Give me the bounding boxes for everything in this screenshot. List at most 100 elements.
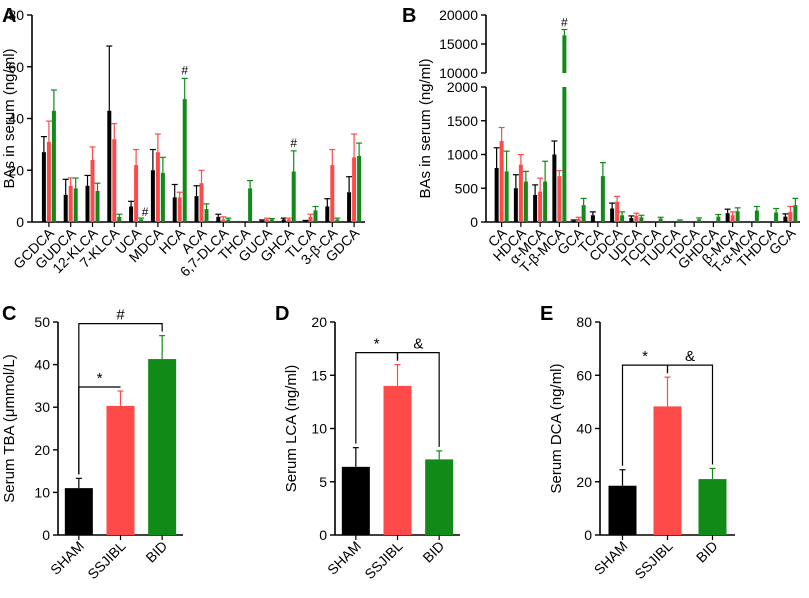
x-tick-label: BID <box>142 538 170 566</box>
comparison-label: # <box>116 307 125 324</box>
bar-sham <box>325 206 330 222</box>
y-tick-label: 0 <box>42 527 50 543</box>
y-tick-label: 0 <box>319 527 327 543</box>
panel-a-letter: A <box>2 5 16 27</box>
bar-bid <box>716 216 721 222</box>
significance-mark: # <box>142 205 149 219</box>
bar-bid <box>204 209 209 222</box>
y-tick-label: 50 <box>34 314 50 330</box>
bar-bid <box>335 219 340 222</box>
comparison-label: * <box>374 336 380 353</box>
x-tick-label: SHAM <box>591 538 631 578</box>
y-axis-label: Serum LCA (ng/ml) <box>283 365 300 493</box>
bar-ssjibl <box>308 216 313 222</box>
bar-bid <box>313 210 318 222</box>
bar-bid <box>248 188 253 222</box>
bar-sham <box>610 208 615 222</box>
bar-ssjibl <box>106 405 135 535</box>
bar-sham <box>783 216 788 222</box>
y-tick-label: 15000 <box>439 36 478 52</box>
bar-bid <box>562 87 567 222</box>
bar-bid <box>291 171 296 222</box>
bar-bid <box>697 219 702 222</box>
panel-a: A BAs in serum (ng/ml)020406080GCDCAGUDC… <box>1 5 365 280</box>
x-tick-label: SSJIBL <box>631 538 675 582</box>
bar-ssjibl <box>112 139 117 222</box>
bar-sham <box>533 195 538 222</box>
y-tick-label: 20 <box>311 314 327 330</box>
y-tick-label: 15 <box>311 367 327 383</box>
bar-bid <box>425 459 454 535</box>
y-tick-label: 10000 <box>439 65 478 81</box>
y-axis-label: BAs in serum (ng/ml) <box>1 48 18 188</box>
y-tick-label: 30 <box>34 399 50 415</box>
comparison-bracket <box>78 323 163 475</box>
bar-sham <box>85 185 90 222</box>
bar-ssjibl <box>90 159 95 222</box>
bar-bid <box>73 188 78 222</box>
y-tick-label: 40 <box>8 111 24 127</box>
x-tick-label: SHAM <box>47 538 87 578</box>
comparison-label: & <box>685 348 695 365</box>
bar-sham <box>552 154 557 222</box>
significance-mark: # <box>181 63 188 77</box>
panel-e: E Serum DCA (ng/ml) 0 20 40 60 80 SHAM SSJIBL BI… <box>540 303 735 582</box>
bar-sham <box>629 217 634 222</box>
bar-ssjibl <box>518 164 523 222</box>
x-tick-label: BID <box>693 538 721 566</box>
bar-sham <box>725 213 730 222</box>
bar-sham <box>64 488 93 535</box>
bar-sham <box>150 170 155 222</box>
bar-sham <box>41 152 46 222</box>
y-tick-label: 0 <box>470 214 478 230</box>
y-tick-label: 10 <box>34 484 50 500</box>
panel-c: C Serum TBA (μmmol/L) 0 10 20 30 40 50 SHAMSSJI… <box>1 303 183 582</box>
x-tick-label: SSJIBL <box>84 538 128 582</box>
bar-sham <box>341 466 370 535</box>
bar-bid <box>504 171 509 222</box>
bar-bid <box>117 216 122 222</box>
bar-ssjibl <box>538 191 543 222</box>
bar-ssjibl <box>499 141 504 222</box>
bar-sham <box>216 216 221 222</box>
bar-bid <box>160 172 165 222</box>
bar-bid <box>754 210 759 222</box>
y-tick-label: 20000 <box>439 7 478 23</box>
bar-ssjibl <box>788 211 793 222</box>
bar-bid <box>523 181 528 222</box>
bar-sham <box>259 220 264 222</box>
x-tick-label: BID <box>419 538 447 566</box>
y-tick-label: 40 <box>34 357 50 373</box>
comparison-label: * <box>642 348 648 365</box>
comparison-label: & <box>413 336 423 353</box>
y-tick-label: 1000 <box>447 147 478 163</box>
bar-sham <box>590 215 595 222</box>
panel-c-letter: C <box>2 303 16 325</box>
panel-e-letter: E <box>540 303 553 325</box>
y-tick-label: 80 <box>8 7 24 23</box>
y-tick-label: 60 <box>8 59 24 75</box>
bar-sham <box>571 220 576 222</box>
bar-sham <box>281 219 286 222</box>
bar-bid <box>677 220 682 222</box>
bar-sham <box>494 168 499 222</box>
bar-ssjibl <box>352 157 357 222</box>
bar-bid <box>95 190 100 222</box>
y-axis-label: BAs in serum (ng/ml) <box>417 58 434 198</box>
bar-sham <box>63 194 68 222</box>
panel-d-letter: D <box>275 303 289 325</box>
bar-sham <box>303 221 308 222</box>
bar-bid <box>357 156 362 222</box>
significance-mark: # <box>290 136 297 150</box>
bar-sham <box>608 485 637 535</box>
bar-ssjibl <box>155 152 160 222</box>
bar-ssjibl <box>68 185 73 222</box>
bar-ssjibl <box>286 219 291 222</box>
x-tick-label: SHAM <box>324 538 364 578</box>
y-tick-label: 5 <box>319 474 327 490</box>
y-tick-label: 20 <box>34 442 50 458</box>
y-tick-label: 60 <box>576 367 592 383</box>
bar-sham <box>194 196 199 222</box>
y-tick-label: 2000 <box>447 79 478 95</box>
bar-ssjibl <box>730 215 735 222</box>
